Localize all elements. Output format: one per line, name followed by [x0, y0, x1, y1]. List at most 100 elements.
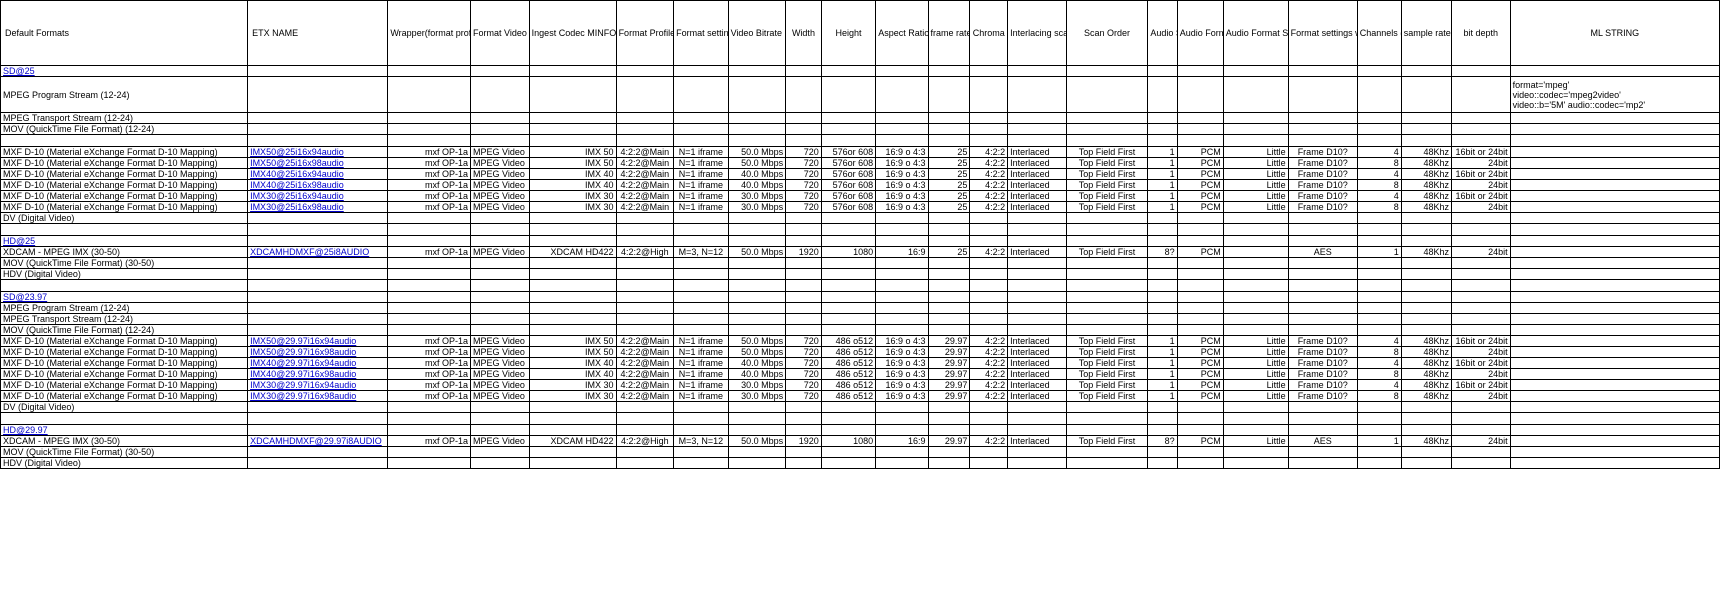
- cell-r20-c7: [727, 313, 787, 325]
- etx-name-anchor[interactable]: IMX30@25i16x98audio: [250, 202, 344, 212]
- column-header-19[interactable]: Channels (audio channel # depends on aud…: [1356, 0, 1402, 66]
- cell-r14-c0: XDCAM - MPEG IMX (30-50): [0, 246, 249, 258]
- section-anchor[interactable]: HD@29.97: [3, 425, 48, 435]
- etx-name-link[interactable]: IMX50@25i16x94audio: [247, 146, 389, 158]
- cell-r19-c8: [785, 302, 822, 314]
- etx-name-link[interactable]: IMX50@29.97i16x98audio: [247, 346, 389, 358]
- column-header-18[interactable]: Format settings wrapper: [1287, 0, 1358, 66]
- etx-name-anchor[interactable]: IMX50@25i16x94audio: [250, 147, 344, 157]
- cell-r21-c7: [727, 324, 787, 336]
- cell-r0-c1: [247, 65, 389, 77]
- column-header-16[interactable]: Audio Format: [1176, 0, 1224, 66]
- cell-r28-c14: [1065, 401, 1149, 413]
- etx-name-anchor[interactable]: IMX30@29.97i16x98audio: [250, 391, 357, 401]
- column-header-1[interactable]: ETX NAME: [247, 0, 389, 66]
- etx-name-anchor[interactable]: IMX40@25i16x94audio: [250, 169, 344, 179]
- cell-r15-c0: MOV (QuickTime File Format) (30-50): [0, 257, 249, 269]
- column-header-13[interactable]: Interlacing scan typr: [1007, 0, 1067, 66]
- table-body: SD@25 MPEG Program Stream (12-24) format='…: [0, 65, 1720, 469]
- cell-r6-c16: PCM: [1176, 157, 1224, 169]
- cell-r8-c2: mxf OP-1a: [387, 179, 472, 191]
- column-header-17[interactable]: Audio Format Settings Endianness: [1222, 0, 1289, 66]
- etx-name-anchor[interactable]: XDCAMHDMXF@25i8AUDIO: [250, 247, 370, 257]
- cell-r10-c9: 576or 608: [820, 201, 877, 213]
- cell-r31-c22: [1509, 435, 1720, 447]
- cell-r5-c15: 1: [1147, 146, 1178, 158]
- section-anchor[interactable]: SD@23.97: [3, 292, 48, 302]
- cell-r10-c11: 25: [927, 201, 971, 213]
- cell-r15-c16: [1176, 257, 1224, 269]
- column-header-0[interactable]: Default Formats: [0, 0, 249, 66]
- etx-name-link[interactable]: IMX40@25i16x94audio: [247, 168, 389, 180]
- cell-r31-c14: Top Field First: [1065, 435, 1149, 447]
- column-header-2[interactable]: Wrapper(format profile general): [387, 0, 472, 66]
- cell-r16-c20: [1400, 268, 1452, 280]
- column-header-12[interactable]: Chroma: [969, 0, 1009, 66]
- etx-name-anchor[interactable]: IMX40@29.97i16x98audio: [250, 369, 357, 379]
- column-header-4[interactable]: Ingest Codec MINFO commercial name Video: [528, 0, 617, 66]
- column-header-14[interactable]: Scan Order: [1065, 0, 1149, 66]
- cell-r7-c14: Top Field First: [1065, 168, 1149, 180]
- cell-r24-c19: 4: [1356, 357, 1402, 369]
- cell-r12-c12: [969, 223, 1009, 236]
- column-header-8[interactable]: Width: [785, 0, 822, 66]
- cell-r11-c11: [927, 212, 971, 224]
- cell-r15-c13: [1007, 257, 1067, 269]
- cell-r6-c6: N=1 iframe: [673, 157, 729, 169]
- cell-r0-c3: [470, 65, 530, 77]
- cell-r12-c20: [1400, 223, 1452, 236]
- etx-name-link[interactable]: IMX40@29.97i16x98audio: [247, 368, 389, 380]
- cell-r16-c11: [927, 268, 971, 280]
- column-header-15[interactable]: Audio Stream: [1147, 0, 1178, 66]
- section-link[interactable]: SD@25: [0, 65, 249, 77]
- column-header-9[interactable]: Height: [820, 0, 877, 66]
- ml-string-line: video::b='5M' audio::codec='mp2': [1512, 99, 1646, 110]
- cell-r20-c19: [1356, 313, 1402, 325]
- cell-r9-c12: 4:2:2: [969, 190, 1009, 202]
- etx-name-link[interactable]: IMX40@29.97i16x94audio: [247, 357, 389, 369]
- cell-r4-c3: [470, 134, 530, 147]
- section-link[interactable]: HD@25: [0, 235, 249, 247]
- column-header-20[interactable]: sample rate: [1400, 0, 1452, 66]
- column-header-10[interactable]: Aspect Ratio: [875, 0, 929, 66]
- etx-name-link[interactable]: IMX50@25i16x98audio: [247, 157, 389, 169]
- column-header-6[interactable]: Format settings, GOP: [673, 0, 729, 66]
- section-link[interactable]: SD@23.97: [0, 291, 249, 303]
- etx-name-link[interactable]: XDCAMHDMXF@25i8AUDIO: [247, 246, 389, 258]
- cell-r20-c5: [615, 313, 675, 325]
- etx-name-anchor[interactable]: IMX30@29.97i16x94audio: [250, 380, 357, 390]
- etx-name-anchor[interactable]: IMX50@29.97i16x94audio: [250, 336, 357, 346]
- etx-name-anchor[interactable]: IMX40@25i16x98audio: [250, 180, 344, 190]
- etx-name-anchor[interactable]: IMX50@29.97i16x98audio: [250, 347, 357, 357]
- column-header-11[interactable]: frame rate: [927, 0, 971, 66]
- cell-r15-c14: [1065, 257, 1149, 269]
- etx-name-link[interactable]: IMX30@25i16x94audio: [247, 190, 389, 202]
- section-anchor[interactable]: HD@25: [3, 236, 36, 246]
- etx-name-anchor[interactable]: IMX50@25i16x98audio: [250, 158, 344, 168]
- section-anchor[interactable]: SD@25: [3, 66, 35, 76]
- column-header-5[interactable]: Format Profile general: [615, 0, 675, 66]
- etx-name-anchor[interactable]: IMX40@29.97i16x94audio: [250, 358, 357, 368]
- cell-r3-c8: [785, 123, 822, 135]
- etx-name-link[interactable]: IMX30@29.97i16x94audio: [247, 379, 389, 391]
- cell-r17-c4: [528, 279, 617, 292]
- column-header-3[interactable]: Format Video: [470, 0, 530, 66]
- cell-r28-c10: [875, 401, 929, 413]
- cell-r5-c10: 16:9 o 4:3: [875, 146, 929, 158]
- etx-name-link[interactable]: IMX30@29.97i16x98audio: [247, 390, 389, 402]
- cell-r2-c12: [969, 112, 1009, 124]
- cell-r23-c4: IMX 50: [528, 346, 617, 358]
- etx-name-anchor[interactable]: IMX30@25i16x94audio: [250, 191, 344, 201]
- column-header-22[interactable]: ML STRING: [1509, 0, 1720, 66]
- etx-name-link[interactable]: IMX40@25i16x98audio: [247, 179, 389, 191]
- section-link[interactable]: HD@29.97: [0, 424, 249, 436]
- cell-r4-c16: [1176, 134, 1224, 147]
- cell-r20-c18: [1287, 313, 1358, 325]
- etx-name-anchor[interactable]: XDCAMHDMXF@29.97i8AUDIO: [250, 436, 382, 446]
- column-header-7[interactable]: Video Bitrate MB\s: [727, 0, 787, 66]
- column-header-21[interactable]: bit depth: [1450, 0, 1511, 66]
- etx-name-link[interactable]: IMX30@25i16x98audio: [247, 201, 389, 213]
- cell-r7-c5: 4:2:2@Main: [615, 168, 675, 180]
- etx-name-link[interactable]: XDCAMHDMXF@29.97i8AUDIO: [247, 435, 389, 447]
- etx-name-link[interactable]: IMX50@29.97i16x94audio: [247, 335, 389, 347]
